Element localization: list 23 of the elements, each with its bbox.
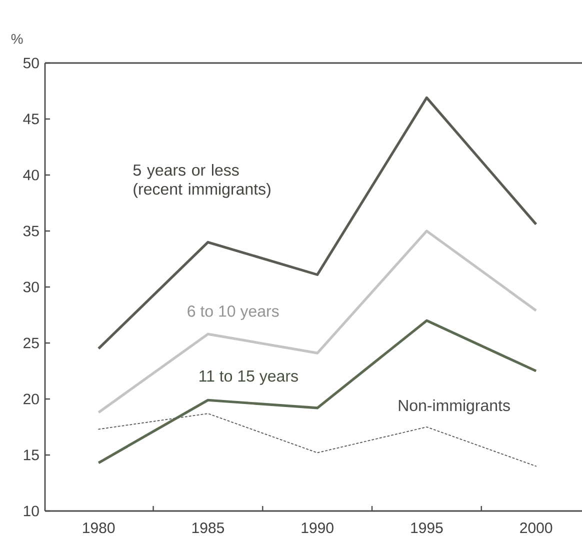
y-tick-label: 40 bbox=[23, 170, 39, 180]
x-tick-label: 1990 bbox=[302, 522, 334, 534]
y-tick-label: 25 bbox=[24, 338, 39, 348]
x-tick-label: 2000 bbox=[520, 522, 552, 534]
y-axis-title: % bbox=[11, 34, 23, 44]
line-series bbox=[97, 230, 538, 414]
x-tick-label: 1995 bbox=[411, 522, 443, 534]
y-tick-label: 15 bbox=[24, 450, 39, 460]
y-tick-label: 35 bbox=[23, 226, 39, 236]
series-label: Non-immigrants bbox=[398, 399, 510, 414]
x-tick-label: 1985 bbox=[192, 522, 224, 534]
line-series bbox=[98, 413, 537, 467]
y-tick-label: 20 bbox=[24, 394, 39, 404]
series-label: 6 to 10 years bbox=[188, 306, 279, 320]
text: 5 years or less (recent immigrants) bbox=[133, 164, 270, 198]
x-tick-label: 1980 bbox=[83, 522, 115, 534]
line-series bbox=[97, 319, 538, 464]
y-tick-label: 30 bbox=[23, 282, 39, 292]
y-tick-label: 10 bbox=[24, 506, 39, 516]
line-series bbox=[97, 96, 538, 350]
y-tick-label: 45 bbox=[23, 114, 39, 124]
y-tick-label: 50 bbox=[23, 58, 39, 68]
series-label: 11 to 15 years bbox=[200, 370, 298, 385]
